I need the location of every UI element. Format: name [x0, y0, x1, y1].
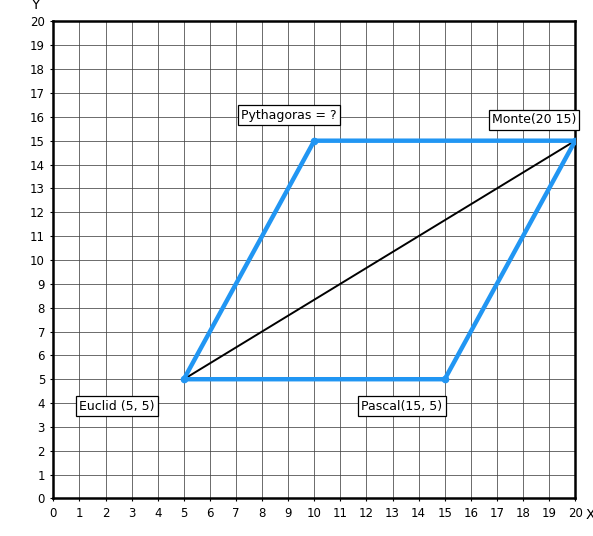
Text: Pascal(15, 5): Pascal(15, 5) [361, 400, 442, 413]
Text: Euclid (5, 5): Euclid (5, 5) [79, 400, 155, 413]
Text: Monte(20 15): Monte(20 15) [492, 114, 576, 126]
Text: Pythagoras = ?: Pythagoras = ? [241, 109, 337, 122]
Text: Y: Y [31, 0, 39, 12]
Text: X: X [586, 508, 593, 522]
